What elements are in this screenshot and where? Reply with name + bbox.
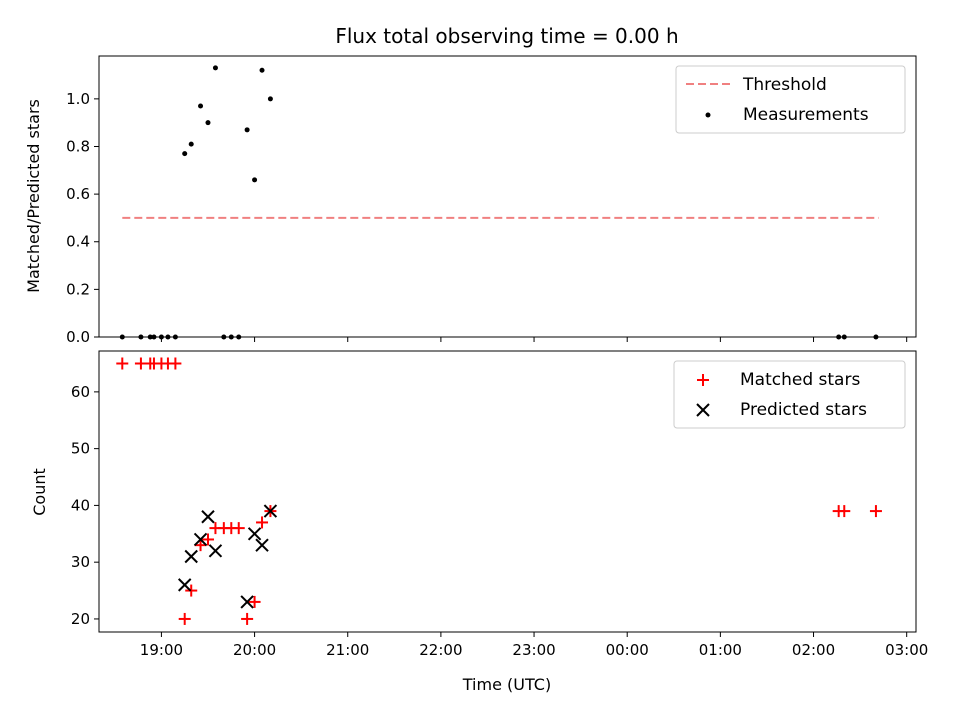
- matched-legend-label: Matched stars: [740, 370, 860, 390]
- y-tick-label: 50: [71, 440, 90, 458]
- x-tick-label: 20:00: [233, 641, 276, 659]
- measurement-point: [198, 103, 204, 109]
- ratio-y-ticks: 0.0 0.2 0.4 0.6 0.8 1.0: [66, 90, 99, 346]
- measurement-point: [138, 334, 144, 340]
- predicted-star-point: [247, 527, 262, 541]
- predicted-legend-swatch: [696, 403, 710, 417]
- y-tick-label: 30: [71, 553, 90, 571]
- measurement-point: [873, 334, 879, 340]
- ratio-y-axis-label: Matched/Predicted stars: [24, 99, 43, 293]
- measurement-point: [841, 334, 847, 340]
- measurement-point: [836, 334, 842, 340]
- measurement-point: [228, 334, 234, 340]
- y-tick-label: 0.2: [66, 280, 90, 298]
- measurement-point: [158, 334, 164, 340]
- matched-star-point: [232, 522, 245, 535]
- matched-star-point: [201, 533, 214, 546]
- measurement-point: [259, 67, 265, 73]
- matched-star-point: [169, 357, 182, 370]
- measurement-point: [165, 334, 171, 340]
- matched-star-point: [185, 584, 198, 597]
- predicted-star-point: [263, 504, 278, 518]
- ratio-panel: 0.0 0.2 0.4 0.6 0.8 1.0 Matched/Predicted sta…: [24, 55, 917, 346]
- count-plot-frame: [98, 350, 917, 633]
- measurement-point: [147, 334, 153, 340]
- measurement-point: [182, 151, 188, 157]
- measurement-point: [205, 120, 211, 126]
- predicted-star-point: [177, 578, 192, 592]
- matched-star-point: [838, 505, 851, 518]
- y-tick-label: 1.0: [66, 90, 90, 108]
- measurements-legend-swatch: [705, 112, 711, 118]
- matched-star-point: [241, 612, 254, 625]
- x-tick-label: 02:00: [792, 641, 835, 659]
- measurement-points: [119, 65, 879, 340]
- count-legend-box: [673, 360, 906, 429]
- matched-star-point: [256, 516, 269, 529]
- measurement-point: [188, 141, 194, 147]
- count-x-axis-label: Time (UTC): [462, 675, 551, 694]
- measurement-point: [221, 334, 227, 340]
- measurement-point: [212, 65, 218, 71]
- y-tick-label: 0.8: [66, 137, 90, 155]
- ratio-legend: Threshold Measurements: [675, 65, 906, 134]
- predicted-star-points: [177, 504, 278, 609]
- count-legend: Matched stars Predicted stars: [673, 360, 906, 429]
- matched-star-point: [194, 539, 207, 552]
- x-tick-label: 19:00: [140, 641, 183, 659]
- predicted-legend-label: Predicted stars: [740, 400, 867, 420]
- predicted-star-point: [201, 510, 215, 524]
- measurement-point: [151, 334, 157, 340]
- x-tick-label: 21:00: [326, 641, 369, 659]
- measurement-point: [252, 177, 258, 183]
- matched-star-point: [116, 357, 129, 370]
- matched-star-point: [869, 505, 882, 518]
- predicted-star-point: [240, 595, 254, 609]
- y-tick-label: 0.6: [66, 185, 90, 203]
- x-tick-label: 23:00: [512, 641, 555, 659]
- predicted-star-point: [193, 532, 208, 547]
- x-tick-label: 00:00: [606, 641, 649, 659]
- measurements-legend-label: Measurements: [743, 105, 869, 125]
- measurement-point: [244, 127, 250, 133]
- measurement-point: [119, 334, 125, 340]
- count-y-ticks: 20 30 40 50 60: [71, 383, 99, 628]
- measurement-point: [267, 96, 273, 102]
- count-y-axis-label: Count: [30, 468, 49, 516]
- count-panel: 20 30 40 50 60 19:00 20:00 21:00 22:00 23:00 00:0…: [30, 350, 928, 694]
- ratio-x-ticks: [160, 337, 908, 342]
- matched-star-point: [178, 612, 191, 625]
- threshold-legend-label: Threshold: [742, 75, 827, 95]
- x-tick-label: 03:00: [885, 641, 928, 659]
- figure-title: Flux total observing time = 0.00 h: [335, 24, 678, 48]
- y-tick-label: 60: [71, 383, 90, 401]
- matched-legend-swatch: [697, 374, 709, 386]
- x-tick-label: 22:00: [419, 641, 462, 659]
- measurement-point: [236, 334, 242, 340]
- measurement-point: [172, 334, 178, 340]
- count-x-ticks: 19:00 20:00 21:00 22:00 23:00 00:00 01:00 02:00…: [140, 632, 928, 659]
- predicted-star-point: [255, 538, 269, 552]
- y-tick-label: 0.4: [66, 233, 90, 251]
- y-tick-label: 40: [71, 496, 90, 514]
- y-tick-label: 20: [71, 610, 90, 628]
- ratio-legend-box: [675, 65, 906, 134]
- predicted-star-point: [184, 549, 198, 564]
- ratio-plot-frame: [98, 55, 917, 338]
- predicted-star-point: [208, 544, 223, 558]
- matched-star-point: [248, 595, 261, 608]
- x-tick-label: 01:00: [699, 641, 742, 659]
- y-tick-label: 0.0: [66, 328, 90, 346]
